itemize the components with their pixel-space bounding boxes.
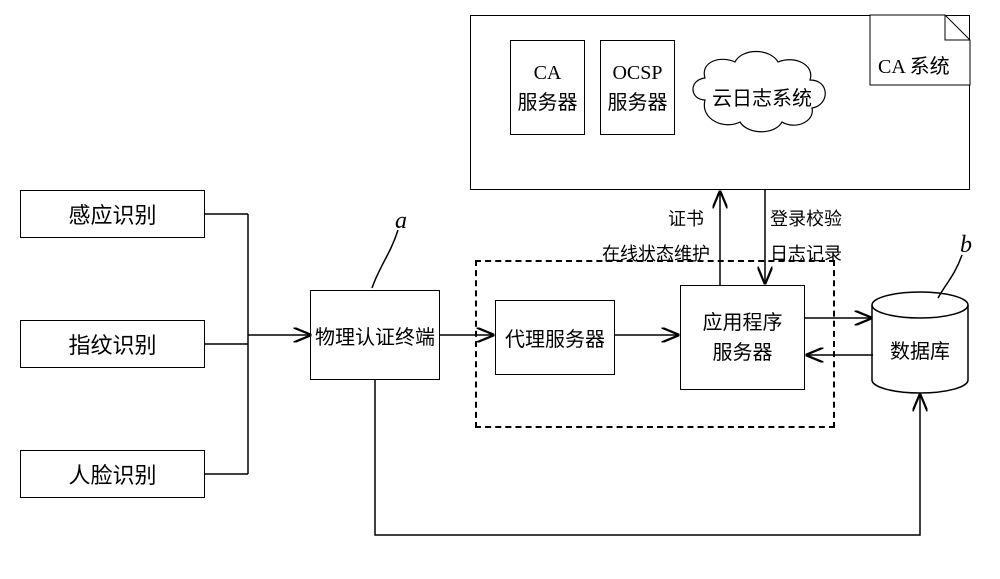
face-recognition-box: 人脸识别 <box>20 450 205 498</box>
fingerprint-recognition-box: 指纹识别 <box>20 320 205 368</box>
app-server-line2: 服务器 <box>713 338 773 368</box>
physical-auth-terminal-box: 物理认证终端 <box>310 290 440 380</box>
face-recognition-label: 人脸识别 <box>68 458 156 490</box>
ca-server-box: CA 服务器 <box>510 40 585 135</box>
sensor-recognition-label: 感应识别 <box>68 198 156 230</box>
app-server-line1: 应用程序 <box>703 308 783 338</box>
ocsp-server-line2: 服务器 <box>608 88 668 118</box>
proxy-server-box: 代理服务器 <box>495 300 615 375</box>
ca-system-title: CA 系统 <box>878 50 950 79</box>
app-server-box: 应用程序 服务器 <box>680 285 805 390</box>
letter-b: b <box>960 232 972 259</box>
ocsp-server-line1: OCSP <box>612 58 662 88</box>
sensor-recognition-box: 感应识别 <box>20 190 205 238</box>
cloud-log-label: 云日志系统 <box>712 82 812 111</box>
ca-server-line2: 服务器 <box>518 88 578 118</box>
physical-auth-terminal-label: 物理认证终端 <box>315 321 435 350</box>
database-label: 数据库 <box>890 335 950 364</box>
proxy-server-label: 代理服务器 <box>505 323 605 352</box>
fingerprint-recognition-label: 指纹识别 <box>68 328 156 360</box>
edge-label-cert: 证书 <box>668 205 704 231</box>
edge-label-logrec: 日志记录 <box>770 240 842 266</box>
edge-label-online: 在线状态维护 <box>602 240 710 266</box>
letter-a: a <box>395 208 407 235</box>
ca-server-line1: CA <box>534 58 562 88</box>
ocsp-server-box: OCSP 服务器 <box>600 40 675 135</box>
edge-label-login: 登录校验 <box>770 205 842 231</box>
